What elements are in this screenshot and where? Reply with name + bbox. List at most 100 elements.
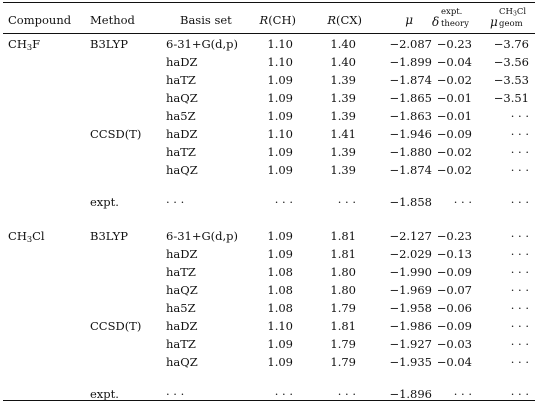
basis-set-cell: haDZ [166, 247, 198, 261]
delta-theory-cell: −0.01 [436, 109, 472, 123]
r-cx-cell: · · · [337, 387, 356, 401]
mu-geom-cell: · · · [510, 301, 529, 315]
mu-cell: −1.874 [389, 73, 432, 87]
delta-theory-cell: · · · [453, 195, 472, 209]
r-ch-cell: 1.09 [267, 91, 293, 105]
method-cell: CCSD(T) [90, 319, 142, 333]
mu-cell: −1.935 [389, 355, 432, 369]
method-cell: expt. [90, 195, 119, 209]
r-cx-cell: 1.39 [330, 145, 356, 159]
delta-theory-cell: −0.07 [436, 283, 472, 297]
delta-theory-cell: −0.23 [436, 229, 472, 243]
method-cell: B3LYP [90, 37, 128, 51]
r-ch-cell: · · · [274, 387, 293, 401]
delta-theory-cell: −0.02 [436, 163, 472, 177]
r-cx-cell: 1.80 [330, 265, 356, 279]
mu-geom-cell: · · · [510, 265, 529, 279]
r-cx-cell: 1.79 [330, 301, 356, 315]
basis-set-cell: haDZ [166, 127, 198, 141]
r-ch-cell: 1.10 [267, 127, 293, 141]
r-cx-cell: 1.81 [330, 319, 356, 333]
mu-geom-cell: −3.56 [493, 55, 529, 69]
mu-geom-cell: −3.53 [493, 73, 529, 87]
mu-geom-cell: · · · [510, 163, 529, 177]
r-ch-cell: 1.09 [267, 229, 293, 243]
r-cx-cell: 1.39 [330, 73, 356, 87]
compound-cell: CH3Cl [8, 229, 45, 245]
basis-set-cell: haDZ [166, 55, 198, 69]
r-ch-cell: 1.10 [267, 37, 293, 51]
header-compound: Compound [8, 13, 72, 27]
method-cell: CCSD(T) [90, 127, 142, 141]
mu-cell: −1.990 [389, 265, 432, 279]
delta-theory-cell: −0.09 [436, 127, 472, 141]
mu-cell: −1.858 [389, 195, 432, 209]
r-ch-cell: 1.09 [267, 109, 293, 123]
basis-set-cell: ha5Z [166, 301, 196, 315]
r-ch-cell: 1.08 [267, 283, 293, 297]
mu-cell: −1.863 [389, 109, 432, 123]
r-ch-cell: 1.09 [267, 73, 293, 87]
r-cx-cell: 1.41 [330, 127, 356, 141]
delta-theory-cell: −0.04 [436, 55, 472, 69]
basis-set-cell: · · · [166, 387, 185, 401]
mu-cell: −1.899 [389, 55, 432, 69]
r-cx-cell: 1.81 [330, 247, 356, 261]
basis-set-cell: haTZ [166, 337, 196, 351]
r-ch-cell: 1.08 [267, 301, 293, 315]
mu-cell: −2.029 [389, 247, 432, 261]
header-basis-set: Basis set [180, 13, 232, 27]
header-r-ch: R(CH) [259, 13, 296, 27]
r-cx-cell: 1.39 [330, 109, 356, 123]
r-cx-cell: 1.40 [330, 37, 356, 51]
delta-theory-cell: −0.03 [436, 337, 472, 351]
r-cx-cell: · · · [337, 195, 356, 209]
r-cx-cell: 1.40 [330, 55, 356, 69]
mu-geom-cell: · · · [510, 145, 529, 159]
header-mu-geom: μ CH3Cl geom [490, 7, 527, 29]
basis-set-cell: haQZ [166, 355, 198, 369]
r-cx-cell: 1.79 [330, 355, 356, 369]
delta-theory-cell: −0.04 [436, 355, 472, 369]
r-ch-cell: 1.08 [267, 265, 293, 279]
mu-cell: −2.087 [389, 37, 432, 51]
mu-cell: −1.946 [389, 127, 432, 141]
mu-geom-cell: −3.76 [493, 37, 529, 51]
basis-set-cell: ha5Z [166, 109, 196, 123]
method-cell: expt. [90, 387, 119, 401]
delta-theory-cell: −0.01 [436, 91, 472, 105]
mu-geom-cell: · · · [510, 195, 529, 209]
mu-geom-cell: · · · [510, 387, 529, 401]
r-cx-cell: 1.39 [330, 91, 356, 105]
r-ch-cell: 1.10 [267, 55, 293, 69]
mu-geom-cell: · · · [510, 283, 529, 297]
r-ch-cell: 1.09 [267, 337, 293, 351]
header-method: Method [90, 13, 135, 27]
method-cell: B3LYP [90, 229, 128, 243]
mu-geom-cell: · · · [510, 127, 529, 141]
mu-cell: −1.927 [389, 337, 432, 351]
mu-geom-cell: · · · [510, 319, 529, 333]
basis-set-cell: 6-31+G(d,p) [166, 229, 239, 243]
r-cx-cell: 1.81 [330, 229, 356, 243]
mu-cell: −1.896 [389, 387, 432, 401]
r-ch-cell: 1.09 [267, 163, 293, 177]
basis-set-cell: haTZ [166, 265, 196, 279]
basis-set-cell: haQZ [166, 283, 198, 297]
basis-set-cell: haDZ [166, 319, 198, 333]
mu-cell: −1.986 [389, 319, 432, 333]
compound-cell: CH3F [8, 37, 41, 53]
mu-geom-cell: · · · [510, 109, 529, 123]
r-ch-cell: 1.10 [267, 319, 293, 333]
delta-theory-cell: −0.23 [436, 37, 472, 51]
delta-theory-cell: −0.09 [436, 319, 472, 333]
r-cx-cell: 1.39 [330, 163, 356, 177]
mu-geom-cell: · · · [510, 337, 529, 351]
header-mu: μ [405, 13, 413, 27]
bottom-rule [3, 400, 535, 402]
header-rule [3, 33, 535, 34]
mu-geom-cell: · · · [510, 247, 529, 261]
basis-set-cell: haTZ [166, 73, 196, 87]
delta-theory-cell: −0.02 [436, 145, 472, 159]
